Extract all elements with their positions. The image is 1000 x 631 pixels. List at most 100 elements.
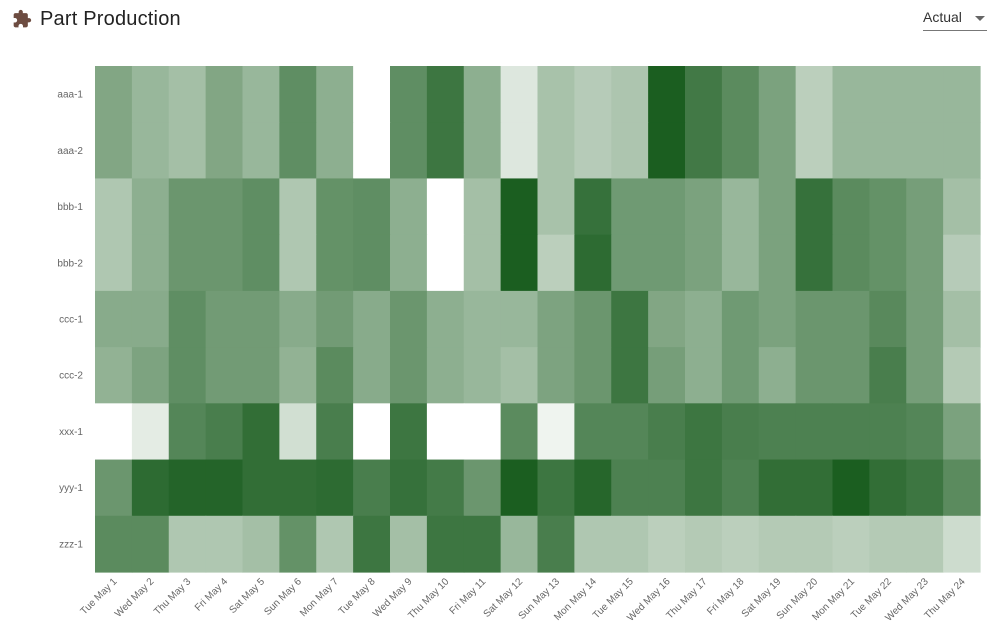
heatmap-cell	[242, 403, 280, 461]
heatmap-cell	[205, 515, 244, 573]
heatmap-cell	[131, 459, 170, 517]
page-header: Part Production	[12, 4, 181, 34]
heatmap-cell	[131, 178, 170, 236]
y-tick-label: bbb-1	[57, 202, 83, 213]
heatmap-cell	[869, 66, 907, 123]
heatmap-cell	[353, 234, 391, 292]
heatmap-cell	[242, 459, 280, 517]
x-tick-label: Thu May 3	[152, 576, 193, 617]
heatmap-cell	[390, 234, 428, 292]
x-tick-label: Fri May 4	[193, 576, 231, 614]
heatmap-cell	[832, 122, 870, 180]
heatmap-cell	[943, 234, 981, 292]
heatmap-cell	[316, 290, 354, 348]
heatmap-cell	[131, 347, 170, 404]
heatmap-cell	[353, 403, 391, 461]
heatmap-cell	[279, 290, 317, 348]
heatmap-cell	[205, 347, 244, 404]
heatmap-cell	[390, 459, 428, 517]
heatmap-cell	[316, 515, 354, 573]
heatmap-cell	[832, 290, 870, 348]
heatmap-cell	[279, 234, 317, 292]
heatmap-cell	[648, 234, 686, 292]
heatmap-cell	[758, 515, 797, 573]
heatmap-cell	[943, 290, 981, 348]
heatmap-cell	[758, 122, 797, 180]
heatmap-cell	[611, 347, 649, 404]
heatmap-cell	[168, 234, 207, 292]
heatmap-cell	[426, 459, 465, 517]
heatmap-cell	[353, 122, 391, 180]
heatmap-cell	[537, 459, 575, 517]
heatmap-cell	[316, 122, 354, 180]
heatmap-cell	[869, 290, 907, 348]
heatmap-cell	[463, 122, 502, 180]
heatmap-cell	[906, 403, 944, 461]
heatmap-cell	[906, 515, 944, 573]
page-title: Part Production	[40, 7, 181, 30]
heatmap-cell	[242, 178, 280, 236]
heatmap-cell	[943, 66, 981, 123]
heatmap-cell	[869, 122, 907, 180]
heatmap-cell	[795, 403, 834, 461]
heatmap-cell	[574, 234, 612, 292]
heatmap-cell	[463, 290, 502, 348]
heatmap-cell	[721, 122, 760, 180]
heatmap-cell	[758, 234, 797, 292]
heatmap-cell	[648, 66, 686, 123]
heatmap-cell	[390, 178, 428, 236]
heatmap-cell	[906, 290, 944, 348]
heatmap-cell	[537, 122, 575, 180]
x-tick-label: Wed May 2	[113, 576, 157, 620]
heatmap-cell	[500, 459, 539, 517]
heatmap-cell	[463, 234, 502, 292]
heatmap-cell	[574, 290, 612, 348]
heatmap-cell	[869, 403, 907, 461]
heatmap-cell	[168, 403, 207, 461]
heatmap-cell	[611, 290, 649, 348]
heatmap-cell	[95, 347, 133, 404]
heatmap-cell	[205, 290, 244, 348]
heatmap-cell	[95, 459, 133, 517]
heatmap-cell	[316, 178, 354, 236]
heatmap-cell	[611, 403, 649, 461]
heatmap-cell	[758, 459, 797, 517]
heatmap-cell	[906, 347, 944, 404]
heatmap-cell	[721, 347, 760, 404]
heatmap-cell	[205, 403, 244, 461]
heatmap-cell	[906, 234, 944, 292]
heatmap-cell	[279, 66, 317, 123]
heatmap-cell	[95, 403, 133, 461]
heatmap-cell	[95, 66, 133, 123]
heatmap-cell	[500, 290, 539, 348]
y-tick-label: zzz-1	[59, 539, 83, 550]
x-tick-label: Mon May 7	[298, 576, 341, 619]
heatmap-cell	[832, 347, 870, 404]
heatmap-cell	[168, 515, 207, 573]
view-select[interactable]: Actual	[923, 8, 987, 31]
heatmap-cell	[721, 515, 760, 573]
heatmap-cell	[869, 347, 907, 404]
heatmap-cell	[205, 459, 244, 517]
heatmap-cell	[242, 290, 280, 348]
y-tick-label: aaa-2	[57, 146, 83, 157]
heatmap-cell	[869, 459, 907, 517]
heatmap-cell	[832, 403, 870, 461]
heatmap-cell	[500, 403, 539, 461]
heatmap-cell	[906, 459, 944, 517]
heatmap-cell	[721, 290, 760, 348]
heatmap-cell	[168, 178, 207, 236]
heatmap-cell	[537, 515, 575, 573]
heatmap-cell	[537, 178, 575, 236]
heatmap-cell	[648, 459, 686, 517]
heatmap-cell	[648, 178, 686, 236]
heatmap-cell	[943, 347, 981, 404]
heatmap-cell	[500, 66, 539, 123]
heatmap-cell	[795, 347, 834, 404]
heatmap-cell	[426, 347, 465, 404]
heatmap-cell	[463, 347, 502, 404]
heatmap-cell	[832, 66, 870, 123]
y-tick-label: ccc-1	[59, 315, 83, 326]
heatmap-cell	[906, 178, 944, 236]
view-select-value: Actual	[923, 9, 962, 25]
